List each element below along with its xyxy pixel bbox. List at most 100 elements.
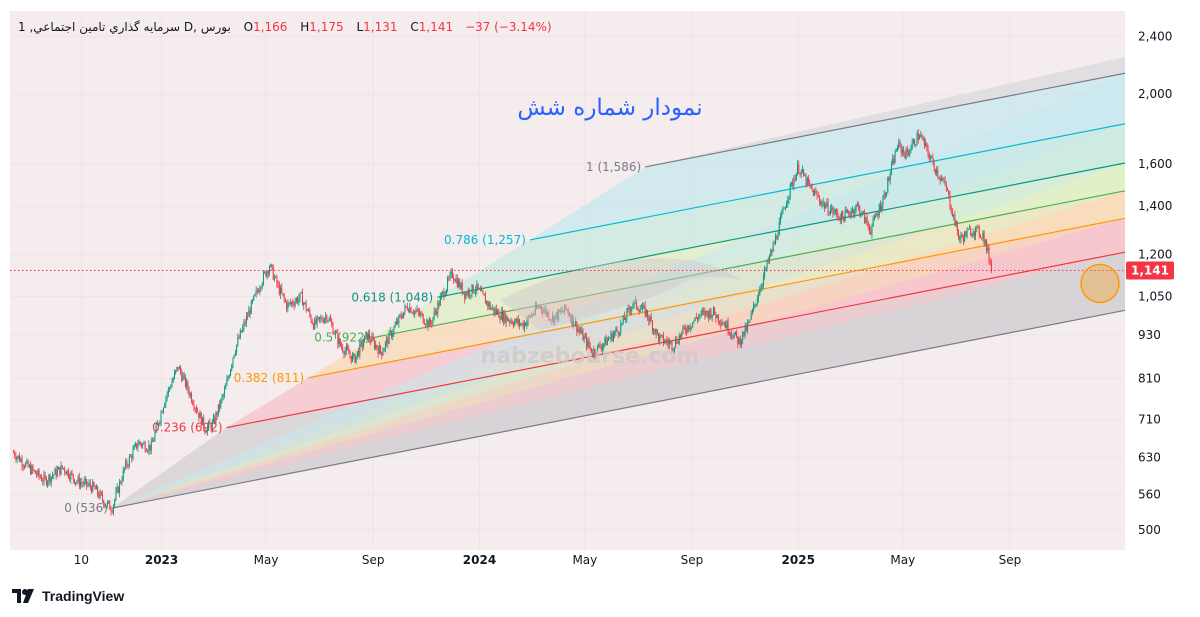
candle-body	[93, 481, 95, 487]
candle-body	[643, 305, 645, 306]
y-axis[interactable]: 500 560 630 710 810 930 1,050 1,200 1,400 1,600 2,…	[1126, 30, 1174, 537]
candle-body	[965, 231, 967, 237]
candle-body	[200, 412, 202, 426]
candle-body	[300, 292, 302, 294]
tradingview-logo[interactable]: TradingView	[12, 588, 124, 604]
candle-body	[400, 315, 402, 318]
candle-body	[928, 153, 930, 160]
candle-body	[223, 389, 225, 395]
candle-body	[694, 317, 696, 321]
x-tick-label: May	[890, 553, 915, 567]
candle-body	[471, 284, 473, 296]
candle-body	[720, 322, 722, 325]
candle-body	[799, 173, 801, 175]
candle-body	[949, 194, 951, 208]
candle-body	[514, 321, 516, 326]
candle-body	[460, 283, 462, 289]
candle-body	[655, 329, 657, 334]
candle-body	[210, 424, 212, 430]
candle-body	[803, 169, 805, 177]
candle-body	[21, 459, 23, 467]
candle-body	[871, 225, 873, 234]
candle-body	[816, 192, 818, 197]
candle-body	[732, 336, 734, 338]
candle-body	[771, 250, 773, 252]
candle-body	[453, 277, 455, 280]
candle-body	[915, 144, 917, 146]
candle-body	[328, 318, 330, 321]
candle-body	[320, 317, 322, 319]
candle-body	[750, 313, 752, 320]
candle-body	[111, 511, 113, 513]
candle-body	[83, 480, 85, 485]
candle-body	[806, 177, 808, 185]
candle-body	[169, 387, 171, 389]
candle-body	[336, 331, 338, 334]
candle-body	[309, 310, 311, 316]
x-axis[interactable]: 10 2023 May Sep 2024 May Sep 2025 May Sep	[74, 553, 1021, 567]
candle-body	[184, 375, 186, 387]
candle-body	[580, 330, 582, 333]
candle-body	[601, 346, 603, 350]
candle-body	[362, 342, 364, 347]
candle-body	[847, 211, 849, 212]
candle-body	[573, 325, 575, 326]
candle-body	[933, 162, 935, 169]
candle-body	[968, 228, 970, 230]
candle-body	[409, 307, 411, 313]
candle-body	[314, 319, 316, 329]
fib-level-line	[529, 123, 1126, 241]
candle-body	[766, 260, 768, 269]
candle-body	[673, 347, 675, 350]
candle-body	[66, 470, 68, 475]
candle-body	[834, 209, 836, 213]
candle-body	[197, 411, 199, 413]
candle-body	[304, 302, 306, 304]
candle-body	[639, 309, 641, 312]
candle-body	[873, 216, 875, 218]
x-tick-label: 2025	[782, 553, 815, 567]
candle-body	[132, 449, 134, 459]
candle-body	[282, 293, 284, 295]
candle-body	[717, 314, 719, 322]
candle-body	[95, 486, 97, 490]
candle-body	[987, 247, 989, 251]
candle-body	[421, 313, 423, 315]
candle-body	[186, 381, 188, 387]
candle-body	[840, 211, 842, 222]
candle-body	[760, 287, 762, 290]
candle-body	[798, 164, 800, 174]
candle-body	[726, 321, 728, 329]
candle-body	[623, 315, 625, 320]
candle-body	[605, 337, 607, 346]
candle-body	[612, 334, 614, 341]
candle-body	[121, 480, 123, 483]
candle-body	[50, 476, 52, 483]
y-tick-label: 630	[1138, 450, 1161, 464]
symbol-legend: 1 ,سرمايه گذاري تامين اجتماعي D, بورس O1…	[18, 20, 552, 34]
candle-body	[356, 351, 358, 356]
candle-body	[393, 327, 395, 334]
candle-body	[679, 335, 681, 337]
candle-body	[410, 307, 412, 313]
candle-body	[22, 466, 24, 467]
candle-body	[188, 389, 190, 396]
candle-body	[348, 349, 350, 354]
candle-body	[797, 164, 799, 174]
candle-body	[733, 334, 735, 338]
candle-body	[182, 375, 184, 381]
candle-body	[271, 264, 273, 267]
candle-body	[778, 222, 780, 236]
candle-body	[203, 417, 205, 429]
candle-body	[715, 314, 717, 319]
candle-body	[855, 205, 857, 211]
candle-body	[792, 181, 794, 186]
candle-body	[843, 216, 845, 222]
candle-body	[104, 505, 106, 507]
candle-body	[505, 316, 507, 323]
candle-body	[698, 316, 700, 320]
candle-body	[709, 310, 711, 318]
candle-body	[456, 278, 458, 287]
candle-body	[909, 151, 911, 155]
